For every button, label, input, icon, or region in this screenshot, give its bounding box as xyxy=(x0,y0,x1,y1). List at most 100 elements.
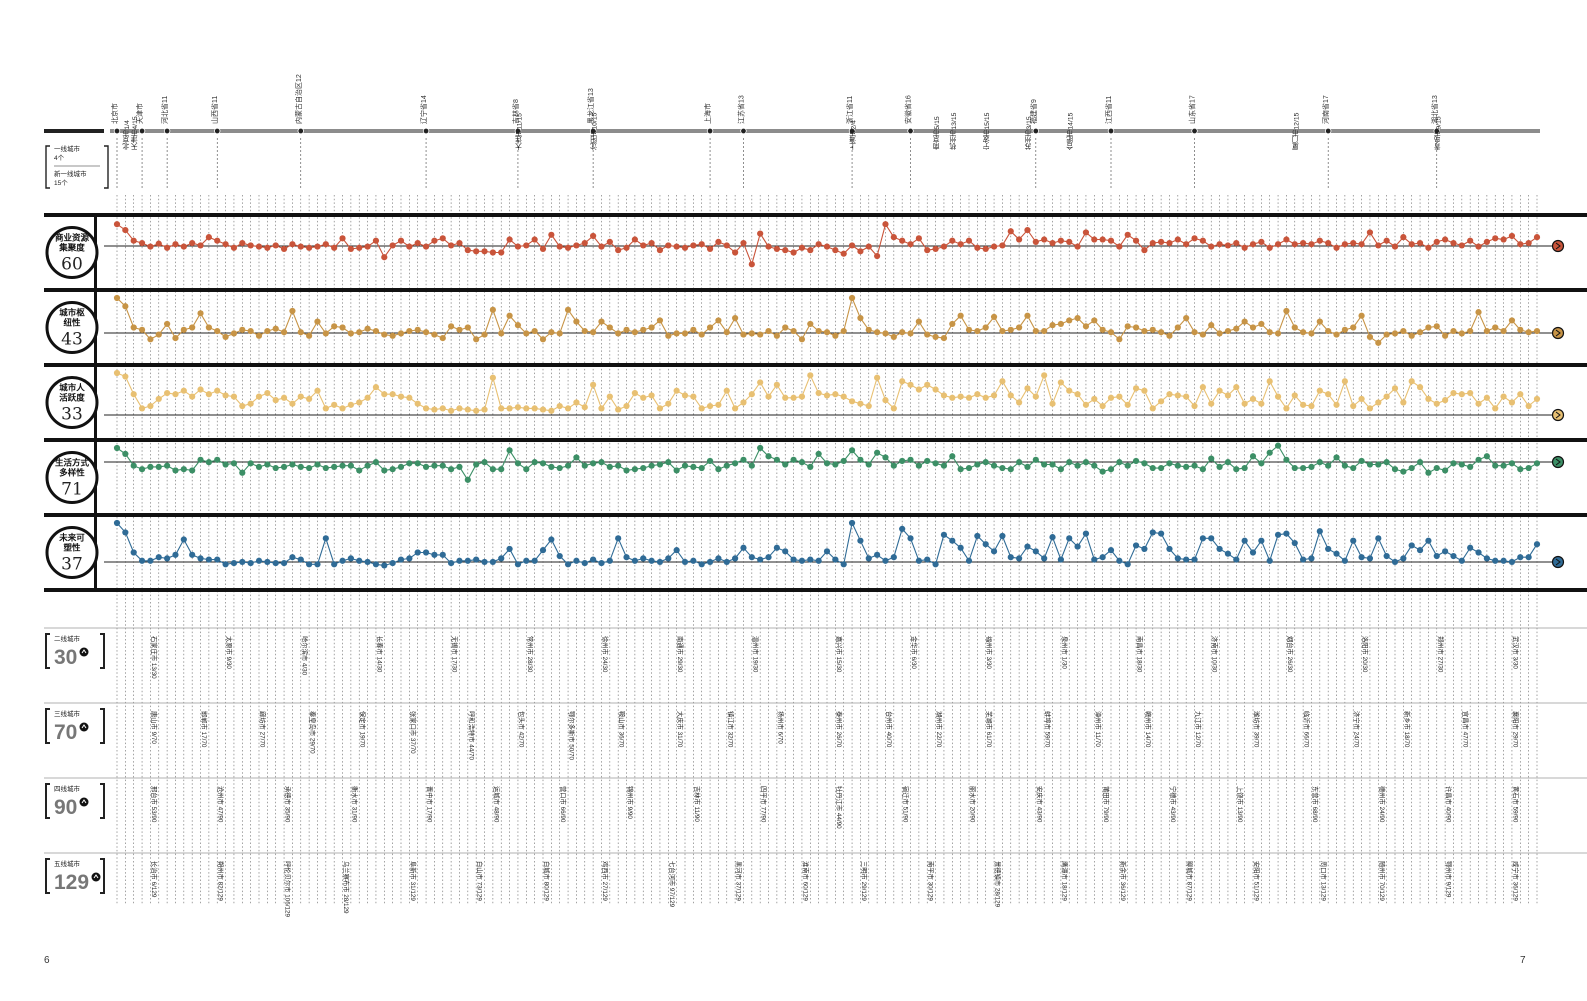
series-point xyxy=(748,462,755,469)
series-point xyxy=(615,462,622,469)
series-point xyxy=(406,327,413,335)
series-point xyxy=(1391,385,1399,392)
series-point xyxy=(1458,461,1465,468)
series-point xyxy=(907,241,914,248)
series-point xyxy=(372,561,380,568)
series-point xyxy=(155,331,162,338)
series-point xyxy=(1308,402,1315,410)
series-point xyxy=(1082,459,1090,466)
province-dot xyxy=(1191,127,1198,135)
series-point xyxy=(1132,457,1140,465)
series-point xyxy=(623,467,630,474)
series-point xyxy=(865,555,872,562)
series-point xyxy=(205,324,212,331)
series-point xyxy=(1066,459,1073,466)
series-point xyxy=(205,556,212,563)
series-point xyxy=(773,332,780,339)
series-point xyxy=(1325,327,1332,335)
series-point xyxy=(1475,243,1482,250)
series-point xyxy=(1016,236,1023,243)
top-city-label: 宁波市15/15 xyxy=(983,112,991,151)
series-point xyxy=(732,460,739,467)
series-point xyxy=(740,544,747,551)
series-point xyxy=(815,450,822,457)
series-point xyxy=(1007,554,1014,561)
dimension-series xyxy=(113,221,1565,569)
series-point xyxy=(439,335,446,342)
series-point xyxy=(1066,387,1073,394)
series-point xyxy=(1291,241,1298,248)
series-point xyxy=(648,462,655,469)
series-point xyxy=(1224,459,1232,466)
series-end-arrow xyxy=(1555,411,1561,419)
series-point xyxy=(690,242,697,249)
series-point xyxy=(957,241,964,248)
province-dot xyxy=(1433,127,1440,135)
tier-city-label: 张家口市 37/70 xyxy=(409,711,418,754)
tier-city-label: 周口市 13/129 xyxy=(1319,861,1328,901)
series-point xyxy=(1183,463,1190,470)
series-point xyxy=(222,392,229,399)
series-point xyxy=(949,453,956,460)
series-point xyxy=(1450,552,1457,560)
series-point xyxy=(1433,552,1440,560)
series-point xyxy=(322,535,329,542)
series-point xyxy=(239,402,246,410)
series-point xyxy=(197,456,204,463)
series-point xyxy=(1066,317,1073,324)
series-point xyxy=(932,245,939,253)
tier-title: 五线城市 xyxy=(54,859,81,868)
series-point xyxy=(706,402,714,410)
series-point xyxy=(773,456,780,463)
series-point xyxy=(1467,237,1474,244)
series-point xyxy=(1291,392,1298,399)
series-point xyxy=(899,525,906,533)
series-point xyxy=(1208,455,1215,462)
tier-city-label: 大庆市 31/70 xyxy=(676,711,685,748)
series-point xyxy=(147,463,154,470)
series-point xyxy=(698,405,705,412)
series-point xyxy=(431,551,438,558)
series-point xyxy=(155,240,162,247)
tier-city-label: 晋中市 17/90 xyxy=(426,786,435,823)
series-point xyxy=(180,536,187,543)
series-point xyxy=(857,314,864,322)
province-label: 河南省17 xyxy=(1321,95,1330,124)
tier-city-label: 邢台市 53/90 xyxy=(150,786,159,823)
series-point xyxy=(715,401,722,408)
series-point xyxy=(389,332,396,339)
series-point xyxy=(665,459,672,466)
series-point xyxy=(665,242,672,249)
series-point xyxy=(406,555,413,562)
series-point xyxy=(681,392,689,399)
series-point xyxy=(197,386,204,393)
series-point xyxy=(1316,318,1323,325)
series-point xyxy=(982,394,989,401)
series-point xyxy=(1525,554,1532,561)
series-point xyxy=(1308,241,1315,248)
series-point xyxy=(414,239,421,247)
series-point xyxy=(656,317,664,324)
series-point xyxy=(1041,461,1048,468)
series-point xyxy=(1283,456,1290,463)
series-point xyxy=(732,314,739,322)
tier-city-label: 景德镇市 28/129 xyxy=(994,861,1003,908)
badge-name-line1: 商业资源 xyxy=(55,233,90,243)
series-point xyxy=(138,326,146,333)
series-point xyxy=(1107,329,1115,336)
series-point xyxy=(1416,239,1424,247)
series-point xyxy=(1199,466,1206,473)
series-point xyxy=(1408,332,1415,339)
series-point xyxy=(1366,555,1374,562)
series-point xyxy=(874,374,881,381)
top-city-label: 北京市1/4 xyxy=(122,120,130,150)
series-point xyxy=(1124,462,1131,469)
series-point xyxy=(1533,234,1541,241)
series-point xyxy=(255,463,263,470)
series-point xyxy=(1166,460,1173,467)
series-point xyxy=(1375,461,1382,468)
series-point xyxy=(239,469,246,476)
series-point xyxy=(172,241,179,248)
series-point xyxy=(414,400,421,407)
series-point xyxy=(1241,318,1248,325)
